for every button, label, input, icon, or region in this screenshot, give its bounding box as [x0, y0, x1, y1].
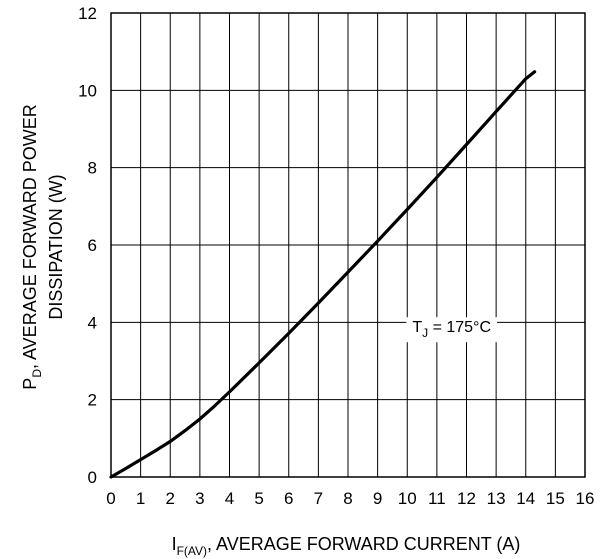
x-tick-label: 2	[166, 489, 175, 508]
y-label-rest: , AVERAGE FORWARD POWER	[20, 104, 40, 369]
x-tick-label: 10	[398, 489, 417, 508]
x-tick-label: 16	[576, 489, 595, 508]
y-label-base: P	[20, 378, 40, 390]
y-tick-label: 10	[78, 81, 97, 100]
x-label-rest: , AVERAGE FORWARD CURRENT (A)	[207, 534, 520, 554]
x-tick-label: 15	[546, 489, 565, 508]
plot-frame	[110, 12, 586, 478]
annotation-tj: TJ = 175°C	[406, 317, 498, 343]
x-axis-label: IF(AV), AVERAGE FORWARD CURRENT (A)	[172, 534, 521, 558]
y-axis-label-line2: DISSIPATION (W)	[46, 174, 66, 319]
series-line-0	[109, 70, 537, 479]
x-label-base: I	[172, 534, 177, 554]
x-tick-label: 12	[457, 489, 476, 508]
x-tick-label: 3	[195, 489, 204, 508]
annotation-background	[406, 317, 498, 343]
x-tick-labels: 0 1 2 3 4 5 6 7 8 9 10 11 12 13 14 15 16	[106, 489, 594, 508]
x-tick-label: 1	[136, 489, 145, 508]
x-tick-label: 9	[373, 489, 382, 508]
x-tick-label: 8	[343, 489, 352, 508]
y-tick-label: 6	[88, 236, 97, 255]
y-tick-label: 12	[78, 4, 97, 23]
x-label-sub: F(AV)	[177, 544, 207, 558]
y-axis-label-line1: PD, AVERAGE FORWARD POWER	[20, 104, 44, 389]
x-tick-label: 14	[516, 489, 535, 508]
x-tick-label: 6	[284, 489, 293, 508]
y-tick-label: 8	[88, 159, 97, 178]
x-tick-label: 11	[428, 489, 446, 508]
series-group	[109, 70, 537, 479]
x-tick-label: 7	[314, 489, 323, 508]
y-tick-label: 4	[88, 313, 97, 332]
y-tick-label: 0	[88, 468, 97, 487]
x-tick-label: 5	[254, 489, 263, 508]
annotation-sub: J	[422, 326, 428, 340]
grid-lines	[110, 12, 586, 478]
annotation-base: T	[412, 319, 422, 336]
y-label-sub: D	[30, 369, 44, 378]
y-tick-labels: 0 2 4 6 8 10 12	[78, 4, 97, 487]
x-tick-label: 0	[106, 489, 115, 508]
x-tick-label: 13	[487, 489, 506, 508]
annotation-text: TJ = 175°C	[412, 319, 491, 340]
annotation-rest: = 175°C	[428, 319, 491, 336]
y-tick-label: 2	[88, 391, 97, 410]
x-tick-label: 4	[225, 489, 234, 508]
